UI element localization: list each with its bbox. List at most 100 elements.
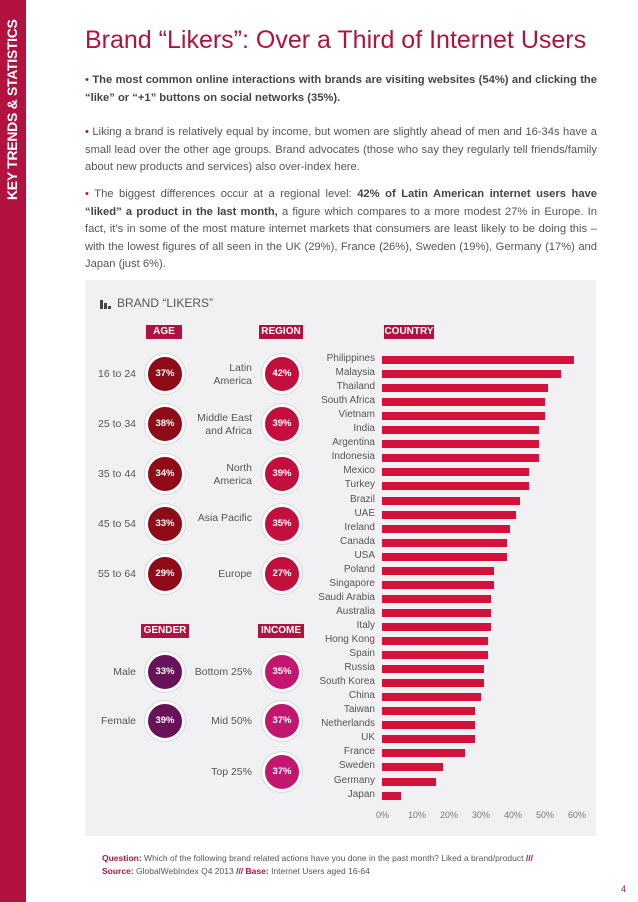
country-bar (382, 637, 488, 645)
country-bar (382, 721, 475, 730)
country-bar (382, 608, 491, 617)
age-label: 16 to 24 (98, 368, 136, 380)
gender-value-circle: 39% (145, 701, 185, 741)
country-label: Germany (333, 774, 375, 786)
country-bar (382, 510, 517, 519)
income-label: Mid 50% (211, 715, 252, 727)
country-bar (382, 426, 539, 435)
country-bar (382, 482, 530, 491)
base-label: Base: (245, 866, 269, 876)
sidebar-band: KEY TRENDS & STATISTICS (0, 0, 26, 902)
country-bar (382, 791, 402, 800)
country-bar (382, 398, 546, 407)
income-label: Top 25% (211, 766, 252, 778)
country-bar (382, 412, 546, 421)
country-bar (382, 356, 574, 364)
x-tick-label: 20% (440, 810, 459, 820)
country-bar (382, 524, 510, 533)
age-label: 25 to 34 (98, 418, 136, 430)
country-label: Turkey (344, 479, 375, 491)
x-tick-label: 60% (568, 810, 587, 820)
country-label: Japan (347, 788, 375, 800)
country-bar (382, 454, 539, 463)
country-bar (382, 651, 488, 660)
country-bar (382, 763, 443, 772)
income-header: INCOME (258, 624, 304, 638)
country-bar (382, 594, 491, 603)
country-header: COUNTRY (384, 325, 434, 339)
page-number: 4 (621, 884, 627, 894)
country-label: Argentina (332, 437, 375, 449)
paragraph-3-text-b: a figure which compares to a more modest… (85, 205, 597, 271)
gender-label: Male (113, 666, 136, 678)
country-bar (382, 566, 494, 575)
country-label: Mexico (343, 465, 375, 477)
country-label: UAE (354, 507, 375, 519)
country-bar (382, 370, 562, 379)
bullet-icon: • (85, 126, 89, 138)
region-value-circle: 35% (262, 504, 302, 544)
paragraph-3-highlight: 42% of Latin American internet users hav… (85, 188, 598, 218)
paragraph-1: • The most common online interactions wi… (85, 72, 597, 107)
region-label: Asia Pacific (197, 512, 252, 524)
separator: /// (525, 853, 533, 863)
source-text: GlobalWebIndex Q4 2013 (136, 866, 234, 876)
country-bar (382, 707, 475, 716)
country-label: Ireland (344, 521, 375, 533)
panel-title: BRAND “LIKERS” (100, 296, 213, 310)
age-label: 55 to 64 (98, 568, 136, 580)
question-text: Which of the following brand related act… (144, 853, 524, 863)
country-label: Italy (356, 619, 375, 631)
x-tick-label: 50% (536, 810, 555, 820)
region-label: Middle East and Africa (197, 412, 252, 437)
country-bar (382, 384, 549, 393)
country-bar (382, 468, 530, 477)
x-tick-label: 10% (408, 810, 427, 820)
country-label: Vietnam (338, 409, 375, 421)
age-label: 35 to 44 (98, 468, 136, 480)
country-label: Taiwan (343, 704, 375, 716)
country-label: Netherlands (321, 718, 375, 730)
country-bar (382, 693, 482, 702)
country-label: France (343, 746, 375, 758)
country-bar (382, 538, 507, 547)
separator: /// (236, 866, 244, 876)
country-bar (382, 440, 539, 449)
region-label: North America (213, 462, 252, 487)
paragraph-2-text: Liking a brand is relatively equal by in… (85, 126, 597, 173)
country-label: Sweden (338, 760, 375, 772)
panel-title-text: BRAND “LIKERS” (117, 296, 214, 310)
base-text: Internet Users aged 16-64 (271, 866, 370, 876)
age-value-circle: 38% (145, 404, 185, 444)
gender-label: Female (100, 715, 136, 727)
country-label: USA (354, 549, 375, 561)
age-value-circle: 37% (145, 354, 185, 394)
region-header: REGION (259, 325, 303, 339)
bullet-icon: • (85, 188, 89, 200)
country-bar (382, 777, 437, 786)
country-label: Australia (336, 605, 375, 617)
x-tick-label: 0% (376, 810, 390, 820)
country-label: Indonesia (331, 451, 375, 463)
gender-value-circle: 33% (145, 652, 185, 692)
bullet-icon: • (85, 74, 89, 86)
region-value-circle: 39% (262, 404, 302, 444)
country-label: Brazil (349, 493, 375, 505)
country-bar (382, 735, 475, 744)
country-label: Malaysia (335, 367, 375, 379)
paragraph-2: • Liking a brand is relatively equal by … (85, 124, 597, 177)
country-label: Spain (349, 648, 375, 660)
country-label: Hong Kong (324, 634, 375, 645)
age-label: 45 to 54 (98, 518, 136, 530)
country-label: Singapore (329, 577, 375, 589)
section-label: KEY TRENDS & STATISTICS (4, 19, 20, 200)
gender-header: GENDER (141, 624, 189, 638)
region-value-circle: 42% (262, 354, 302, 394)
country-label: India (353, 423, 375, 435)
income-label: Bottom 25% (194, 666, 252, 678)
country-bar (382, 580, 494, 589)
region-label: Europe (218, 568, 252, 580)
footer-source: Source: GlobalWebIndex Q4 2013 /// Base:… (102, 866, 370, 876)
country-label: South Africa (321, 395, 375, 407)
country-label: South Korea (319, 676, 375, 688)
